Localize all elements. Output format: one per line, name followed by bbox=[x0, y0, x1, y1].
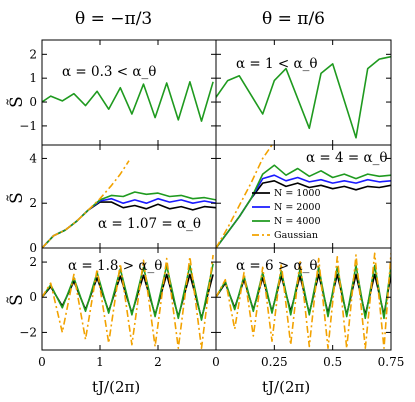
legend-entry: N = 2000 bbox=[274, 202, 321, 213]
panel-middle-left: 0 2 4 α = 1.07 = α_θ bbox=[29, 144, 217, 255]
series-group bbox=[216, 145, 391, 248]
series-line-gaussian bbox=[42, 160, 130, 248]
y-axis-label-bottom: S̃ bbox=[7, 294, 27, 306]
series-group bbox=[216, 55, 391, 139]
panel-annotation: α = 6 > α_θ bbox=[236, 258, 318, 274]
panel-frame bbox=[41, 144, 217, 249]
series-group bbox=[216, 252, 391, 350]
panel-top-right: α = 1 < α_θ bbox=[215, 39, 392, 146]
series-line-n4000 bbox=[42, 191, 216, 248]
y-tick-label: 0 bbox=[29, 290, 37, 304]
x-tick-label: 1 bbox=[96, 355, 104, 369]
panel-frame bbox=[41, 39, 217, 146]
panel-top-left: −1 0 1 2 α = 0.3 < α_θ bbox=[19, 39, 217, 146]
legend-entry: Gaussian bbox=[274, 230, 318, 241]
y-tick-label: 2 bbox=[29, 47, 37, 61]
series-group bbox=[42, 160, 216, 248]
panel-annotation: α = 1 < α_θ bbox=[236, 56, 318, 72]
legend-entry: N = 1000 bbox=[274, 188, 321, 199]
series-group bbox=[42, 254, 214, 350]
x-tick-label: 0.75 bbox=[378, 355, 405, 369]
series-group bbox=[42, 81, 214, 122]
y-axis-label-middle: S̃ bbox=[7, 192, 27, 204]
x-tick-label: 2 bbox=[154, 355, 162, 369]
legend-entry: N = 4000 bbox=[274, 216, 321, 227]
panel-annotation: α = 4 = α_θ bbox=[306, 150, 388, 166]
x-tick-label: 0.5 bbox=[323, 355, 342, 369]
series-line-gaussian bbox=[216, 145, 273, 248]
y-tick-label: −2 bbox=[19, 325, 37, 339]
series-line-gaussian bbox=[216, 252, 391, 350]
y-tick-label: 2 bbox=[29, 255, 37, 269]
column-title-right: θ = π/6 bbox=[262, 9, 325, 29]
y-tick-label: 1 bbox=[29, 71, 37, 85]
y-tick-label: 2 bbox=[29, 196, 37, 210]
y-tick-label: −1 bbox=[19, 119, 37, 133]
x-tick-label: 0 bbox=[38, 355, 46, 369]
panel-middle-right: α = 4 = α_θ N = 1000 N = 2000 N = 4000 Gauss… bbox=[215, 144, 392, 249]
y-axis-label-top: S̃ bbox=[7, 96, 27, 108]
column-title-left: θ = −π/3 bbox=[75, 9, 152, 29]
series-line-n4000 bbox=[42, 263, 214, 321]
y-tick-label: 0 bbox=[29, 95, 37, 109]
panel-annotation: α = 1.8 > α_θ bbox=[68, 258, 162, 274]
x-axis-label-left: tJ/(2π) bbox=[92, 378, 140, 396]
x-axis-label-right: tJ/(2π) bbox=[262, 378, 310, 396]
series-line-n4000 bbox=[216, 164, 391, 248]
x-tick-label: 0 bbox=[212, 355, 220, 369]
panel-bottom-right: 0 0.25 0.5 0.75 α = 6 > α_θ bbox=[212, 247, 405, 369]
y-tick-label: 4 bbox=[29, 151, 37, 165]
x-tick-label: 0.25 bbox=[261, 355, 288, 369]
panel-frame bbox=[215, 247, 392, 351]
series-line-gaussian bbox=[42, 254, 214, 350]
series-line-n4000 bbox=[216, 55, 391, 139]
y-tick-label: 0 bbox=[29, 241, 37, 255]
panel-bottom-left: −2 0 2 0 1 2 α = 1.8 > α_θ bbox=[19, 247, 217, 369]
panel-annotation: α = 1.07 = α_θ bbox=[98, 216, 201, 232]
legend: N = 1000 N = 2000 N = 4000 Gaussian bbox=[252, 188, 321, 241]
panel-annotation: α = 0.3 < α_θ bbox=[62, 64, 156, 80]
series-line-n4000 bbox=[42, 81, 214, 122]
